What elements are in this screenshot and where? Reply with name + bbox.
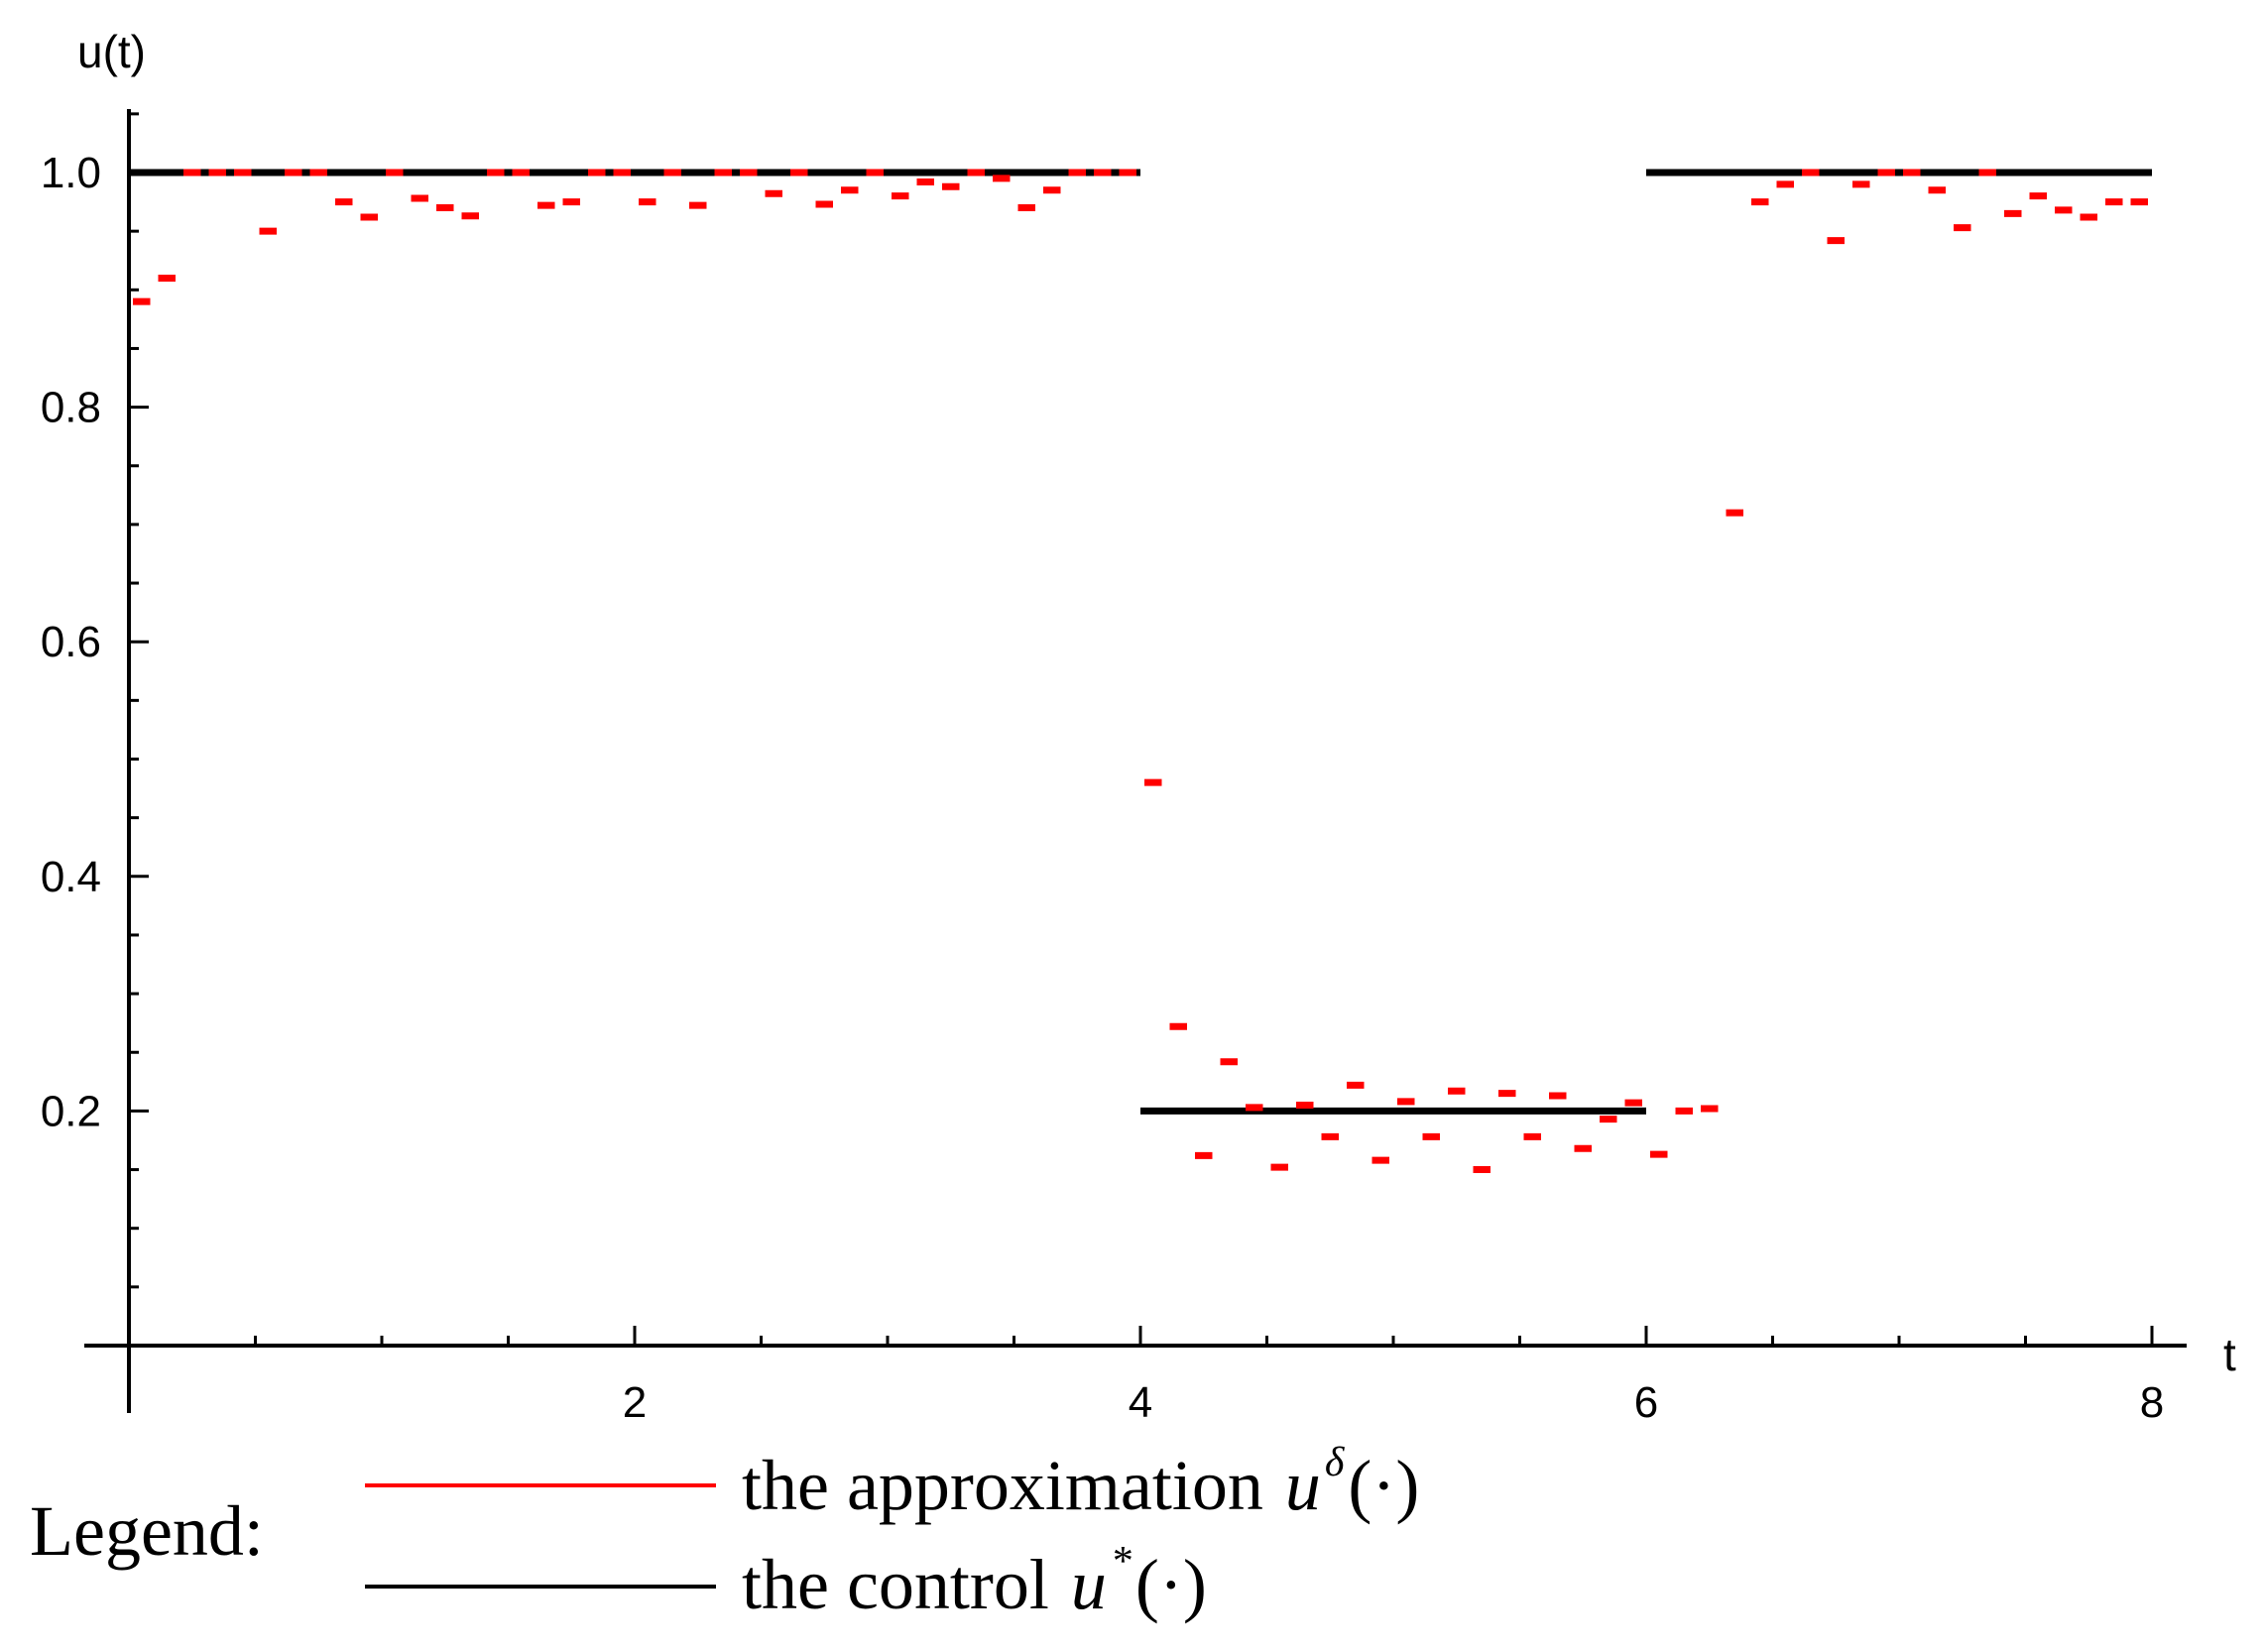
series-approximation bbox=[133, 169, 2148, 1174]
y-tick-label: 0.8 bbox=[41, 384, 101, 432]
legend-heading: Legend: bbox=[30, 1491, 264, 1571]
legend-symbol-control: u bbox=[1071, 1545, 1107, 1624]
x-tick-label: 8 bbox=[2140, 1378, 2164, 1427]
x-axis-label: t bbox=[2223, 1329, 2236, 1380]
legend-args-approximation: (·) bbox=[1348, 1446, 1419, 1525]
legend-entry-approximation: the approximation u δ (·) bbox=[742, 1440, 1419, 1525]
y-tick-label: 0.2 bbox=[41, 1087, 101, 1135]
x-tick-label: 6 bbox=[1634, 1378, 1658, 1427]
y-axis-label: u(t) bbox=[77, 26, 146, 77]
series-control bbox=[129, 169, 2152, 1115]
legend-entry-control: the control u * (·) bbox=[742, 1539, 1207, 1624]
legend-superscript-control: * bbox=[1111, 1539, 1132, 1585]
y-tick-label: 0.4 bbox=[41, 853, 101, 901]
axes bbox=[84, 109, 2187, 1413]
x-tick-label: 2 bbox=[623, 1378, 647, 1427]
legend-args-control: (·) bbox=[1135, 1545, 1207, 1624]
x-tick-label: 4 bbox=[1129, 1378, 1152, 1427]
y-tick-label: 1.0 bbox=[41, 149, 101, 197]
legend-superscript-approximation: δ bbox=[1325, 1440, 1346, 1485]
tick-labels: 2 4 6 8 0.2 0.4 0.6 0.8 1.0 bbox=[41, 149, 2164, 1427]
legend-text-approximation: the approximation bbox=[742, 1446, 1263, 1525]
axis-ticks bbox=[129, 112, 2154, 1346]
legend-text-control: the control bbox=[742, 1545, 1049, 1624]
legend-symbol-approximation: u bbox=[1285, 1446, 1321, 1525]
legend: Legend: the approximation u δ (·) the co… bbox=[30, 1440, 1419, 1624]
y-tick-label: 0.6 bbox=[41, 618, 101, 666]
